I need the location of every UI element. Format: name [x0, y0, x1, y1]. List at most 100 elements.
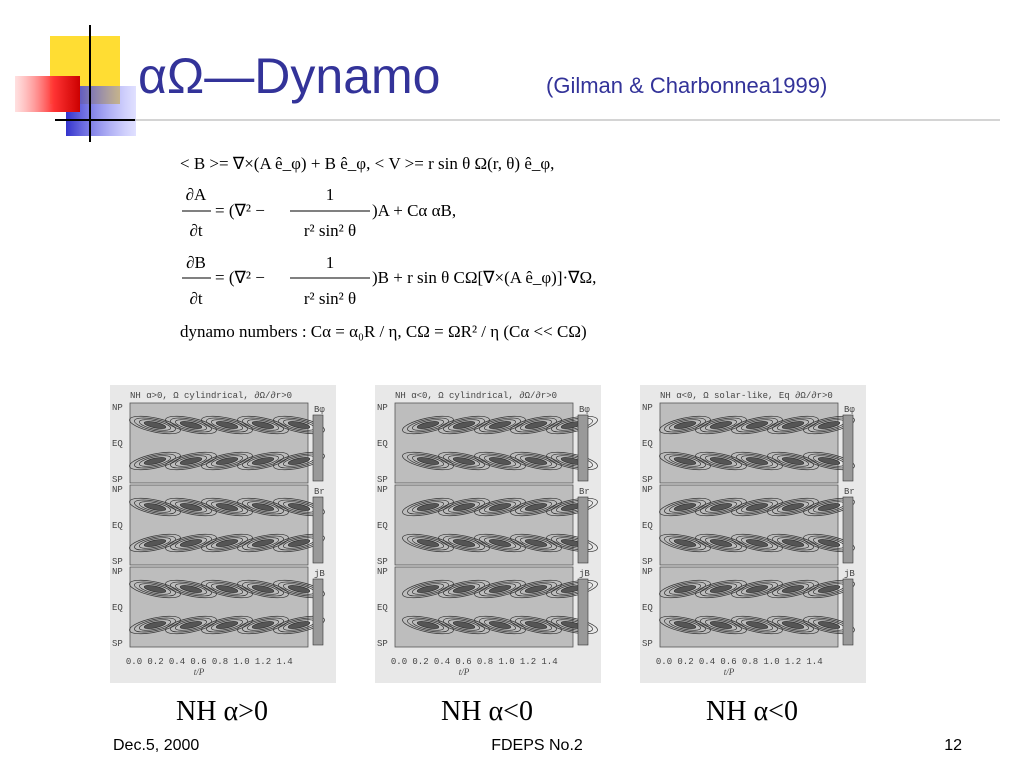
contour	[704, 583, 738, 595]
contour	[129, 533, 181, 553]
contour	[452, 421, 476, 429]
plot-strip	[394, 566, 574, 648]
contour	[700, 453, 742, 469]
contour	[138, 501, 172, 513]
x-tick-label: 0.4	[169, 657, 185, 667]
figure-heading: NH α>0, Ω cylindrical, ∂Ω/∂r>0	[130, 391, 292, 401]
colorbar	[577, 578, 589, 646]
contour	[407, 535, 449, 551]
contour	[695, 579, 747, 599]
contour	[546, 533, 598, 553]
x-tick-label: 0.0	[656, 657, 672, 667]
contour	[659, 615, 711, 635]
contour	[731, 615, 783, 635]
contour	[237, 415, 289, 435]
contour	[817, 457, 841, 465]
latitude-label: NP	[112, 567, 123, 577]
contour	[273, 451, 325, 471]
contour	[736, 417, 778, 433]
contour	[781, 539, 805, 547]
contour	[251, 539, 275, 547]
contour	[700, 617, 742, 633]
contour	[215, 585, 239, 593]
fraction-denominator: r² sin² θ	[304, 221, 356, 240]
contour	[170, 535, 212, 551]
contour	[659, 451, 711, 471]
contour	[479, 581, 521, 597]
contour	[474, 579, 526, 599]
contour	[745, 585, 769, 593]
contour	[443, 617, 485, 633]
contour	[709, 621, 733, 629]
contour	[416, 621, 440, 629]
contour	[767, 415, 819, 435]
contour	[447, 419, 481, 431]
contour	[704, 619, 738, 631]
contour	[740, 501, 774, 513]
contour	[237, 451, 289, 471]
plot-strip	[129, 402, 309, 484]
contour	[210, 583, 244, 595]
x-tick-label: 1.4	[541, 657, 557, 667]
contour	[695, 497, 747, 517]
contour	[731, 451, 783, 471]
contour	[129, 451, 181, 471]
x-tick-label: 1.0	[498, 657, 514, 667]
contour	[772, 453, 814, 469]
contour	[781, 457, 805, 465]
contour	[659, 415, 711, 435]
contour	[129, 415, 181, 435]
contour	[443, 499, 485, 515]
figure-panel: NH α<0, Ω cylindrical, ∂Ω/∂r>0 Bφ NP EQ SP Br…	[375, 385, 601, 727]
contour	[551, 535, 593, 551]
contour	[416, 585, 440, 593]
contour	[781, 503, 805, 511]
latitude-label: EQ	[642, 439, 653, 449]
latitude-label: SP	[377, 557, 388, 567]
contour	[143, 457, 167, 465]
contour	[416, 457, 440, 465]
contour	[407, 499, 449, 515]
contour	[803, 497, 855, 517]
contour	[659, 533, 711, 553]
contour	[165, 451, 217, 471]
figure-caption: NH α>0	[176, 696, 268, 727]
contour	[515, 581, 557, 597]
contour	[664, 417, 706, 433]
contour	[664, 581, 706, 597]
contour	[138, 419, 172, 431]
contour	[242, 617, 284, 633]
plot-strip	[129, 566, 309, 648]
contour	[776, 501, 810, 513]
colorbar	[312, 578, 324, 646]
contour	[411, 419, 445, 431]
contour	[731, 579, 783, 599]
fraction-denominator: r² sin² θ	[304, 289, 356, 308]
latitude-label: SP	[377, 475, 388, 485]
contour	[287, 457, 311, 465]
latitude-label: NP	[642, 567, 653, 577]
contour	[673, 457, 697, 465]
field-label: jB	[314, 569, 325, 579]
contour	[776, 583, 810, 595]
contour	[174, 455, 208, 467]
contour	[767, 533, 819, 553]
contour	[242, 417, 284, 433]
contour	[210, 537, 244, 549]
contour	[704, 501, 738, 513]
colorbar	[312, 496, 324, 564]
equation-part: = (∇² −	[215, 268, 265, 287]
contour	[767, 579, 819, 599]
contour	[700, 535, 742, 551]
contour	[479, 535, 521, 551]
figure-heading: NH α<0, Ω solar-like, Eq ∂Ω/∂r>0	[660, 391, 833, 401]
figure-panel: NH α>0, Ω cylindrical, ∂Ω/∂r>0 Bφ NP EQ SP Br…	[110, 385, 336, 727]
contour	[483, 537, 517, 549]
contour	[251, 457, 275, 465]
footer-event: FDEPS No.2	[491, 737, 583, 754]
contour	[242, 535, 284, 551]
contour	[776, 419, 810, 431]
contour	[215, 503, 239, 511]
contour	[129, 615, 181, 635]
contour	[438, 615, 490, 635]
